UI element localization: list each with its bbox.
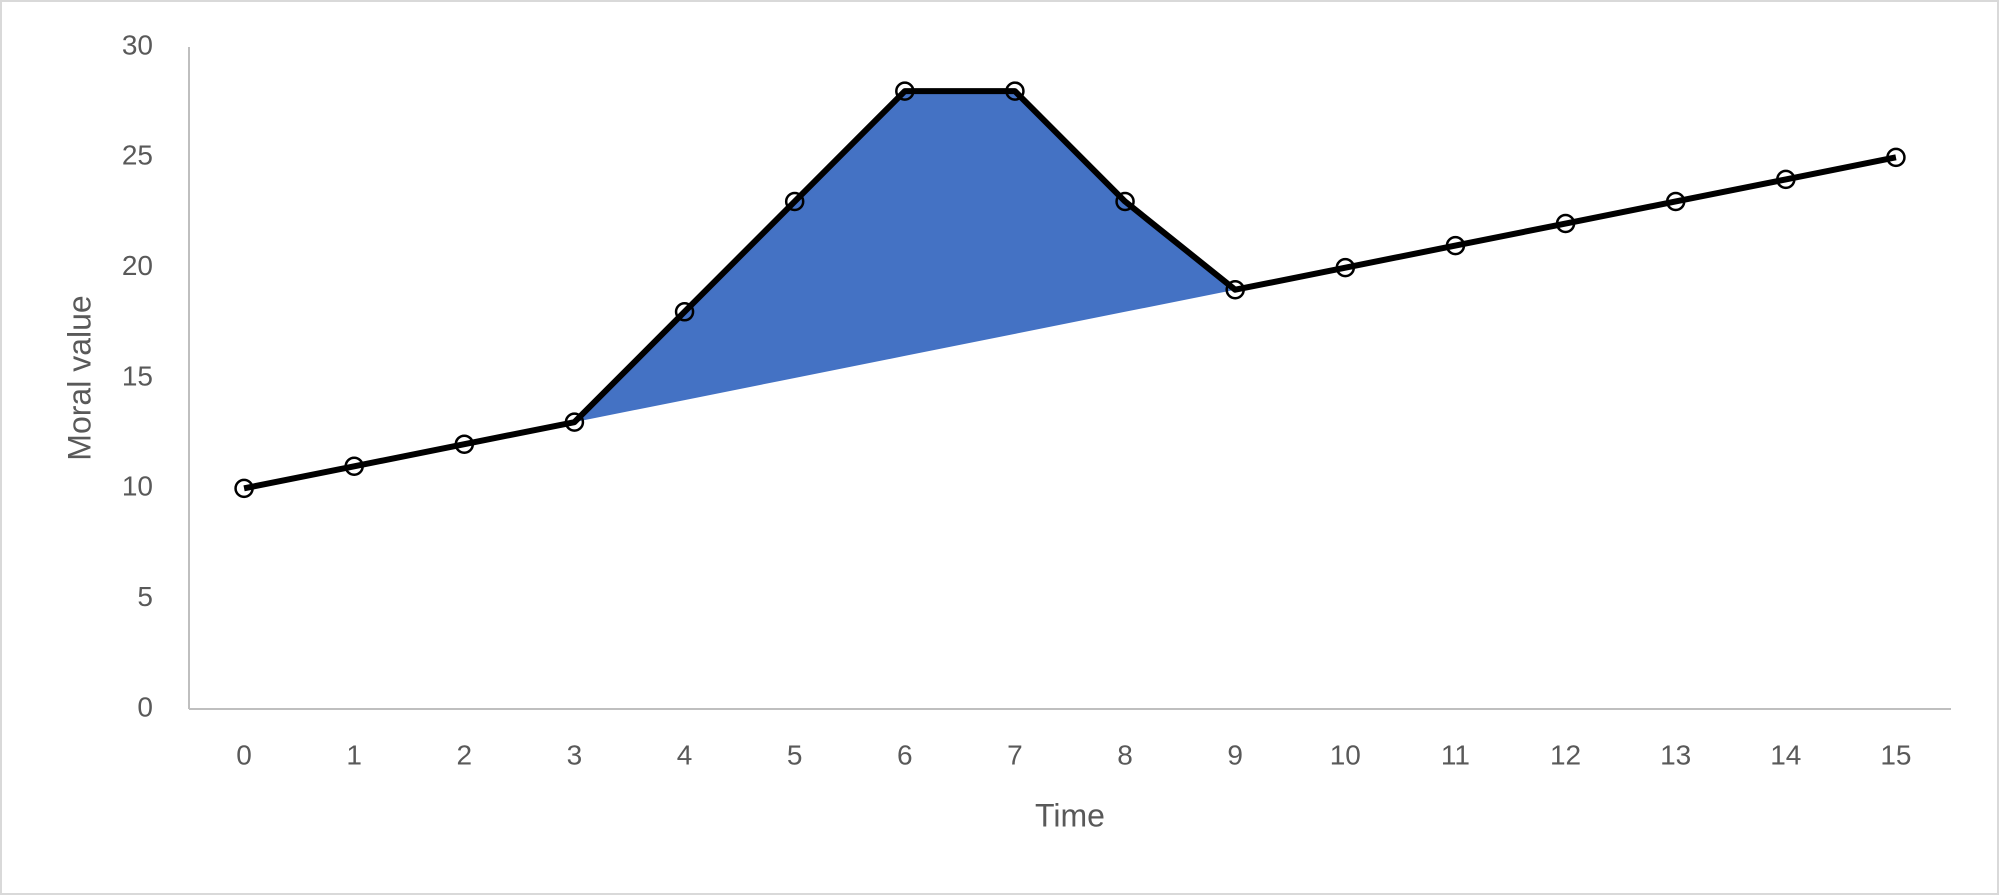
x-tick-label: 5 <box>787 739 803 770</box>
x-tick-label: 3 <box>567 739 583 770</box>
x-tick-label: 4 <box>677 739 693 770</box>
x-tick-label: 15 <box>1880 739 1911 770</box>
data-point <box>1555 213 1576 234</box>
x-tick-label: 14 <box>1770 739 1801 770</box>
y-tick-label: 5 <box>137 581 153 612</box>
x-tick-label: 2 <box>457 739 473 770</box>
data-point <box>1115 191 1135 212</box>
shaded-area <box>574 91 1236 423</box>
y-tick-label: 20 <box>122 250 153 281</box>
data-point <box>1445 235 1466 256</box>
data-point <box>564 412 585 432</box>
data-point <box>895 81 915 101</box>
y-tick-label: 25 <box>122 140 153 171</box>
data-point <box>234 478 254 499</box>
data-point <box>1005 81 1025 101</box>
data-point <box>1225 279 1245 300</box>
data-point <box>784 191 805 212</box>
y-tick-label: 30 <box>122 29 153 60</box>
x-tick-label: 11 <box>1441 739 1470 770</box>
y-axis-title: Moral value <box>61 295 97 460</box>
data-line <box>243 88 1897 492</box>
x-tick-label: 7 <box>1007 739 1023 770</box>
x-tick-label: 9 <box>1227 739 1243 770</box>
data-point <box>344 456 364 477</box>
data-point <box>1335 257 1356 278</box>
x-tick-label: 0 <box>236 739 252 770</box>
x-tick-label: 1 <box>346 739 362 770</box>
x-tick-label: 12 <box>1550 739 1581 770</box>
data-point <box>454 434 475 454</box>
data-point <box>674 302 695 322</box>
x-tick-label: 8 <box>1117 739 1133 770</box>
data-point <box>1886 147 1906 168</box>
x-axis-title: Time <box>1035 797 1105 833</box>
data-point <box>1776 169 1796 190</box>
y-tick-label: 15 <box>122 360 153 391</box>
y-tick-label: 0 <box>137 691 153 722</box>
x-tick-label: 13 <box>1660 739 1691 770</box>
data-point <box>1665 191 1686 212</box>
y-tick-label: 10 <box>122 471 153 502</box>
x-tick-label: 10 <box>1330 739 1361 770</box>
x-tick-label: 6 <box>897 739 913 770</box>
